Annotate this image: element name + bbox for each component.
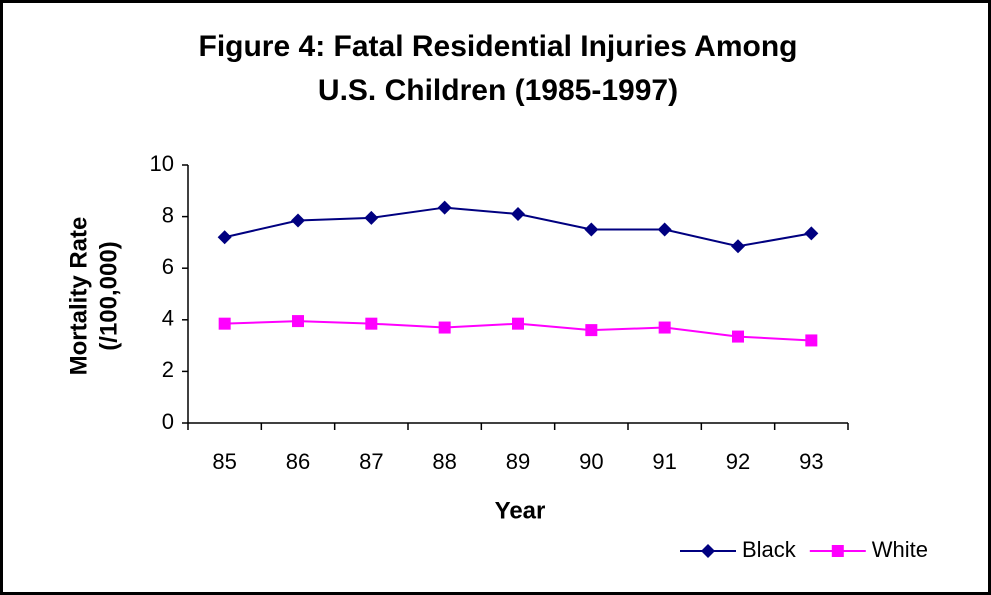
x-tick-label: 91 <box>652 449 676 474</box>
chart-title: Figure 4: Fatal Residential Injuries Amo… <box>199 30 798 63</box>
x-tick-label: 89 <box>506 449 530 474</box>
x-tick-label: 93 <box>799 449 823 474</box>
y-tick-label: 8 <box>162 202 174 227</box>
diamond-marker <box>731 239 745 254</box>
x-tick-label: 85 <box>212 449 236 474</box>
legend-label: Black <box>742 537 797 562</box>
y-tick-label: 0 <box>162 409 174 434</box>
diamond-marker <box>437 200 452 215</box>
x-tick-label: 87 <box>359 449 383 474</box>
diamond-marker <box>364 210 379 225</box>
square-marker <box>292 315 304 328</box>
y-tick-label: 6 <box>162 254 174 279</box>
diamond-marker <box>217 230 232 245</box>
x-tick-label: 86 <box>286 449 310 474</box>
square-marker <box>805 334 818 347</box>
square-marker <box>585 324 598 337</box>
square-marker <box>658 321 671 334</box>
diamond-marker <box>701 544 715 558</box>
y-axis-title: (/100,000) <box>95 241 122 350</box>
diamond-marker <box>291 213 305 228</box>
x-tick-label: 92 <box>726 449 750 474</box>
square-marker <box>218 317 231 330</box>
x-axis-title: Year <box>495 497 546 524</box>
square-marker <box>438 321 451 334</box>
square-marker <box>365 317 378 330</box>
y-axis-title: Mortality Rate <box>65 217 92 376</box>
square-marker <box>512 317 524 330</box>
diamond-marker <box>657 222 672 237</box>
legend-label: White <box>872 537 928 562</box>
y-tick-label: 10 <box>150 151 174 176</box>
square-marker <box>831 545 844 557</box>
y-tick-label: 4 <box>162 306 174 331</box>
diamond-marker <box>584 222 599 237</box>
x-tick-label: 88 <box>432 449 456 474</box>
y-tick-label: 2 <box>162 357 174 382</box>
chart-title: U.S. Children (1985-1997) <box>318 74 678 107</box>
x-tick-label: 90 <box>579 449 603 474</box>
diamond-marker <box>511 207 525 222</box>
square-marker <box>732 330 744 343</box>
diamond-marker <box>804 226 819 241</box>
